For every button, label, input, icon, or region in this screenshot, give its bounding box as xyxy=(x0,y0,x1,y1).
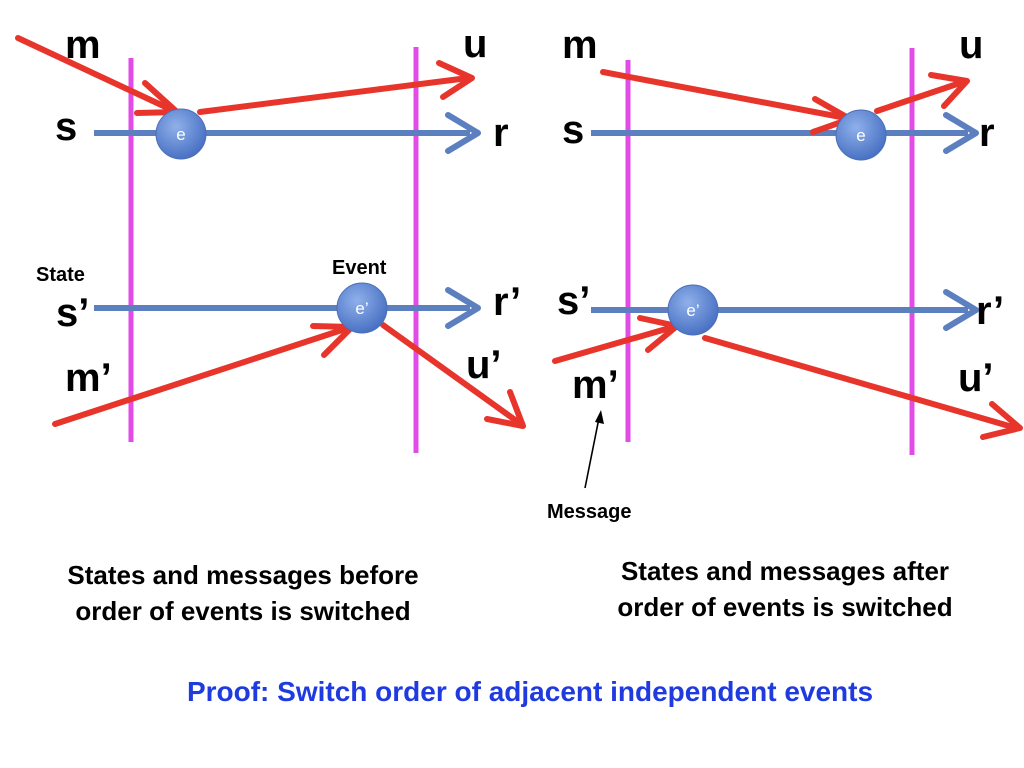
right-caption-line1: States and messages after xyxy=(550,553,1020,589)
left-label-r-prime: r’ xyxy=(493,280,521,324)
right-message-arrow-u xyxy=(877,75,967,111)
right-label-r: r xyxy=(979,111,995,155)
right-event-node-e-prime-label: e’ xyxy=(686,301,699,320)
left-label-r: r xyxy=(493,111,509,155)
left-label-u: u xyxy=(463,22,487,66)
left-event-node-e-label: e xyxy=(176,125,185,144)
right-caption-line2: order of events is switched xyxy=(550,589,1020,625)
right-state-line-top xyxy=(591,115,976,151)
left-label-s: s xyxy=(55,105,77,149)
left-state-line-bottom xyxy=(94,290,478,326)
proof-title: Proof: Switch order of adjacent independ… xyxy=(0,676,1024,708)
left-label-u-prime: u’ xyxy=(466,343,502,387)
left-state-annotation: State xyxy=(36,264,85,286)
left-caption-line1: States and messages before xyxy=(8,557,478,593)
right-message-arrow-m-prime xyxy=(555,318,677,361)
right-label-s: s xyxy=(562,108,584,152)
right-label-m-prime: m’ xyxy=(572,363,619,407)
right-label-u-prime: u’ xyxy=(958,356,994,400)
right-label-m: m xyxy=(562,23,598,67)
right-message-annotation-arrow xyxy=(585,410,604,488)
right-label-u: u xyxy=(959,23,983,67)
left-event-node-e-prime: e’ xyxy=(337,283,387,333)
right-message-arrow-m xyxy=(603,72,850,132)
left-label-s-prime: s’ xyxy=(56,291,89,335)
left-message-arrow-u xyxy=(200,63,472,112)
left-event-node-e: e xyxy=(156,109,206,159)
right-label-r-prime: r’ xyxy=(976,289,1004,333)
left-caption-line2: order of events is switched xyxy=(8,593,478,629)
left-label-m-prime: m’ xyxy=(65,356,112,400)
right-message-annotation: Message xyxy=(547,501,632,523)
left-message-arrow-u-prime xyxy=(383,325,523,426)
right-label-s-prime: s’ xyxy=(557,279,590,323)
left-caption: States and messages before order of even… xyxy=(8,557,478,629)
left-event-node-e-prime-label: e’ xyxy=(355,299,368,318)
right-caption: States and messages after order of event… xyxy=(550,553,1020,625)
right-event-node-e: e xyxy=(836,110,886,160)
left-state-line-top xyxy=(94,115,478,151)
right-event-node-e-prime: e’ xyxy=(668,285,718,335)
left-label-m: m xyxy=(65,23,101,67)
left-event-annotation: Event xyxy=(332,257,387,279)
right-event-node-e-label: e xyxy=(856,126,865,145)
